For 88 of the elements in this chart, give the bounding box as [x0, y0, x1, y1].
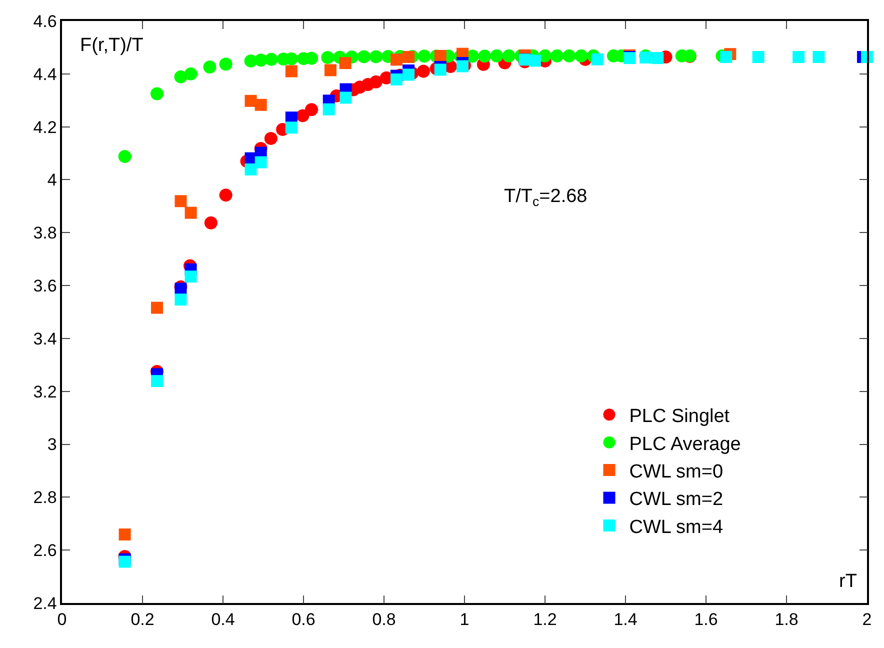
- point: [402, 50, 415, 63]
- point: [528, 54, 541, 67]
- point: [339, 57, 352, 70]
- point: [150, 87, 164, 100]
- point: [562, 49, 576, 62]
- point: [369, 50, 382, 64]
- point: [390, 54, 402, 66]
- y-tick-label: 3.8: [33, 224, 57, 243]
- point: [502, 49, 516, 62]
- y-tick-label: 4.2: [33, 118, 57, 137]
- y-tick-label: 2.8: [33, 488, 57, 508]
- x-tick-label: 1.2: [533, 610, 557, 630]
- y-tick-label: 3.2: [33, 382, 57, 402]
- point: [174, 70, 188, 84]
- point: [174, 195, 187, 208]
- point: [478, 50, 492, 63]
- x-tick-label: 2: [862, 610, 872, 630]
- x-tick-label: 0.6: [292, 610, 316, 630]
- point: [264, 52, 278, 66]
- point: [285, 65, 298, 78]
- x-tick-label: 1: [460, 610, 470, 630]
- x-tick-label: 0.8: [372, 610, 396, 630]
- legend-label: PLC Average: [629, 434, 741, 455]
- point: [418, 50, 431, 63]
- point: [720, 50, 732, 63]
- legend-label: CWL sm=4: [629, 516, 724, 538]
- y-tick-label: 2.6: [33, 541, 57, 560]
- point: [792, 50, 805, 63]
- y-tick-label: 3.4: [33, 329, 57, 348]
- point: [150, 375, 163, 388]
- point: [203, 60, 216, 74]
- point: [640, 52, 652, 64]
- y-tick-label: 3: [47, 435, 57, 454]
- legend-label: CWL sm=2: [629, 489, 724, 510]
- point: [174, 282, 187, 295]
- point: [305, 52, 318, 65]
- point: [652, 52, 664, 64]
- point: [305, 103, 318, 116]
- y-tick-label: 4.6: [33, 12, 57, 31]
- y-axis-title: F(r,T)/T: [80, 35, 144, 56]
- point: [204, 216, 218, 230]
- point: [357, 50, 370, 64]
- point: [254, 156, 267, 168]
- x-tick-label: 0.4: [211, 610, 235, 630]
- point: [184, 270, 197, 283]
- x-tick-label: 0.2: [130, 610, 154, 630]
- point: [264, 132, 278, 145]
- x-tick-label: 1.4: [614, 610, 638, 630]
- y-tick-label: 4.4: [33, 64, 57, 84]
- point: [324, 64, 336, 76]
- point: [184, 206, 197, 219]
- point: [219, 188, 232, 202]
- point: [490, 49, 504, 62]
- point: [812, 50, 825, 63]
- point: [174, 294, 187, 306]
- point: [184, 67, 198, 80]
- point: [416, 64, 430, 78]
- legend-label: CWL sm=0: [629, 461, 724, 482]
- point: [434, 50, 446, 62]
- point: [118, 150, 132, 163]
- point: [219, 58, 232, 71]
- y-tick-label: 3.6: [33, 276, 57, 296]
- x-axis-title: rT: [839, 571, 858, 592]
- point: [322, 103, 335, 116]
- y-tick-label: 2.4: [33, 594, 57, 613]
- point: [752, 50, 764, 63]
- x-tick-label: 1.6: [694, 610, 718, 630]
- point: [550, 49, 564, 62]
- x-tick-label: 0: [57, 610, 67, 630]
- y-tick-label: 4: [47, 170, 57, 190]
- point: [254, 98, 267, 111]
- point: [118, 528, 131, 540]
- point: [402, 68, 415, 81]
- point: [244, 163, 257, 176]
- point: [456, 60, 468, 72]
- point: [434, 64, 446, 76]
- annotation: T/T$_{c}$=2.68: [504, 186, 588, 209]
- point: [285, 122, 298, 134]
- point: [591, 53, 604, 66]
- legend-label: PLC Singlet: [629, 406, 730, 428]
- point: [321, 51, 334, 64]
- point: [574, 49, 588, 62]
- point: [390, 73, 402, 86]
- point: [118, 556, 131, 568]
- x-tick-label: 1.8: [774, 610, 798, 630]
- point: [150, 302, 163, 314]
- point: [369, 75, 382, 88]
- point: [340, 92, 352, 104]
